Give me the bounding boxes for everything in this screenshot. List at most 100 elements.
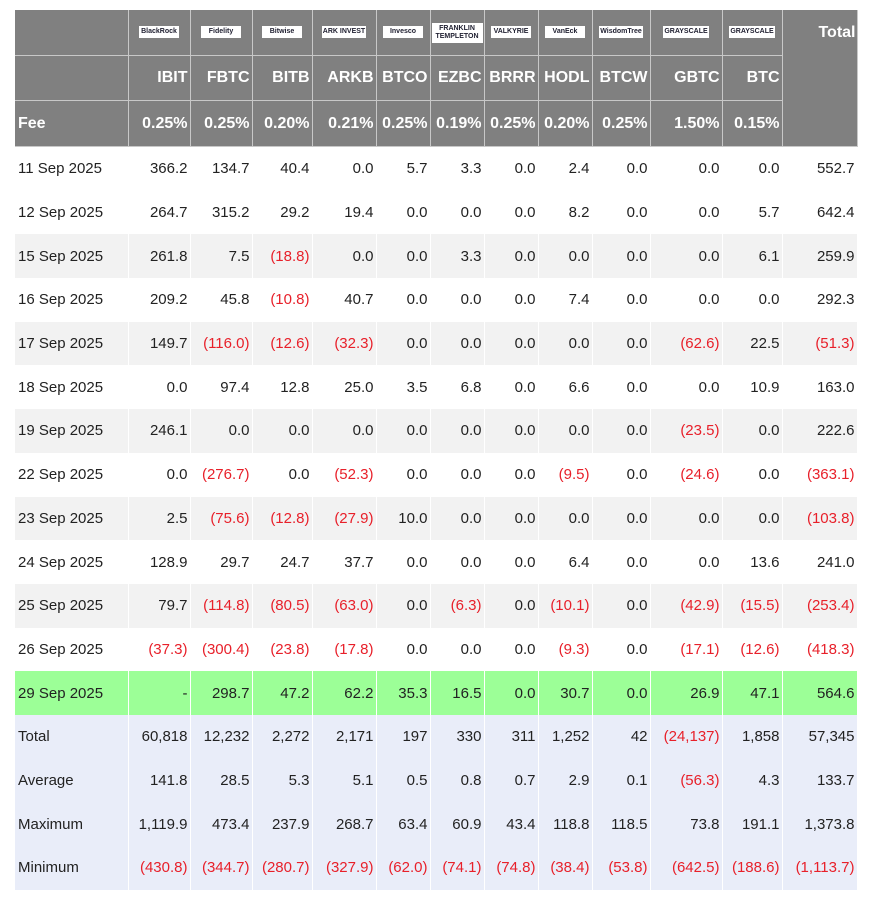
flow-value: 0.0 [376,321,431,366]
table-row: 24 Sep 2025 128.9 29.7 24.7 37.7 0.0 0.0 0.0 6.4… [15,540,858,584]
row-label: Average [15,758,129,803]
flow-value: 0.0 [592,671,651,715]
logo-cell: Fidelity [190,10,253,56]
flow-value: 0.0 [650,146,723,191]
issuer-logo: Fidelity [201,26,241,39]
issuer-logo: VALKYRIE [491,26,531,39]
flow-value: (15.5) [722,583,783,628]
flow-value: 8.2 [538,190,593,235]
flow-value: 0.0 [430,496,485,541]
flow-value: 3.5 [376,365,431,410]
logo-cell: VanEck [538,10,593,56]
flow-value: 73.8 [650,802,723,846]
flow-value: (642.5) [650,846,723,890]
flow-value: 259.9 [782,234,858,279]
logo-cell: BlackRock [128,10,191,56]
flow-value: 4.3 [722,758,783,803]
flow-value: (1,113.7) [782,846,858,890]
flow-value: (37.3) [128,627,191,672]
corner-cell [15,55,129,101]
issuer-logo: Bitwise [262,26,302,39]
flow-value: (12.8) [252,496,313,541]
flow-value: 5.3 [252,758,313,803]
flow-value: 0.0 [312,146,377,191]
flow-value: 57,345 [782,714,858,759]
fee-value: 0.25% [128,100,191,147]
flow-value: (52.3) [312,452,377,497]
table-row: 29 Sep 2025-298.7 47.2 62.2 35.3 16.5 0.0 30.7… [15,671,858,715]
flow-value: 0.0 [650,540,723,584]
flow-value: 163.0 [782,365,858,410]
flow-value: (12.6) [252,321,313,366]
table-row: Maximum 1,119.9 473.4 237.9 268.7 63.4 60.9 43.… [15,802,858,846]
flow-value: 3.3 [430,146,485,191]
ticker-header: BRRR [484,55,539,101]
flow-value: 6.8 [430,365,485,410]
flow-value: 268.7 [312,802,377,846]
flow-value: 0.0 [592,278,651,322]
table-row: 18 Sep 2025 0.0 97.4 12.8 25.0 3.5 6.8 0.0 6.6 0.… [15,365,858,410]
row-label: 22 Sep 2025 [15,452,129,497]
flow-value: 24.7 [252,540,313,584]
flow-value: 149.7 [128,321,191,366]
ticker-header: GBTC [650,55,723,101]
flow-value: 0.5 [376,758,431,803]
flow-value: 0.0 [484,409,539,453]
flow-value: 43.4 [484,802,539,846]
flow-value: (63.0) [312,583,377,628]
flow-value: 118.5 [592,802,651,846]
row-label: 25 Sep 2025 [15,583,129,628]
row-label: 26 Sep 2025 [15,627,129,672]
flow-value: 0.0 [430,278,485,322]
fee-value: 0.15% [722,100,783,147]
flow-value: 2.4 [538,146,593,191]
flow-value: 1,858 [722,714,783,759]
table-row: 15 Sep 2025 261.8 7.5 (18.8) 0.0 0.0 3.3 0.0 0.0… [15,234,858,279]
row-label: Maximum [15,802,129,846]
flow-value: 0.0 [376,627,431,672]
flow-value: 0.0 [484,627,539,672]
flow-value: 0.0 [430,452,485,497]
flow-value: 0.0 [592,409,651,453]
flow-value: 25.0 [312,365,377,410]
table-row: 26 Sep 2025 (37.3) (300.4) (23.8) (17.8) 0.0 0… [15,627,858,672]
flow-value: (74.1) [430,846,485,890]
flow-value: 0.0 [376,278,431,322]
flow-value: (23.8) [252,627,313,672]
flow-value: (6.3) [430,583,485,628]
issuer-logo: GRAYSCALE [729,26,775,39]
flow-value: (114.8) [190,583,253,628]
flow-value: 141.8 [128,758,191,803]
flow-value: 0.0 [376,234,431,279]
flow-value: 45.8 [190,278,253,322]
logo-cell: Invesco [376,10,431,56]
flow-value: (62.0) [376,846,431,890]
flow-value: 0.0 [650,234,723,279]
flow-value: 237.9 [252,802,313,846]
flow-value: (363.1) [782,452,858,497]
flow-value: 6.6 [538,365,593,410]
fee-value: 0.19% [430,100,485,147]
flow-value: 0.0 [376,452,431,497]
flow-value: 0.0 [592,583,651,628]
ticker-header: BTC [722,55,783,101]
flow-value: 0.0 [592,496,651,541]
flow-value: (27.9) [312,496,377,541]
flow-value: (75.6) [190,496,253,541]
fee-value: 0.25% [190,100,253,147]
flow-value: (23.5) [650,409,723,453]
flow-value: 0.0 [722,146,783,191]
flow-value: 311 [484,714,539,759]
flow-value: 298.7 [190,671,253,715]
flow-value: (62.6) [650,321,723,366]
ticker-header: FBTC [190,55,253,101]
flow-value: 0.0 [484,321,539,366]
flow-value: 197 [376,714,431,759]
flow-value: 0.0 [376,540,431,584]
flow-value: 0.0 [538,321,593,366]
flow-value: 6.4 [538,540,593,584]
flow-value: 0.0 [650,365,723,410]
flow-value: 0.0 [650,278,723,322]
table-row: 17 Sep 2025 149.7 (116.0) (12.6) (32.3) 0.0 0.… [15,321,858,366]
flow-value: 0.0 [538,409,593,453]
